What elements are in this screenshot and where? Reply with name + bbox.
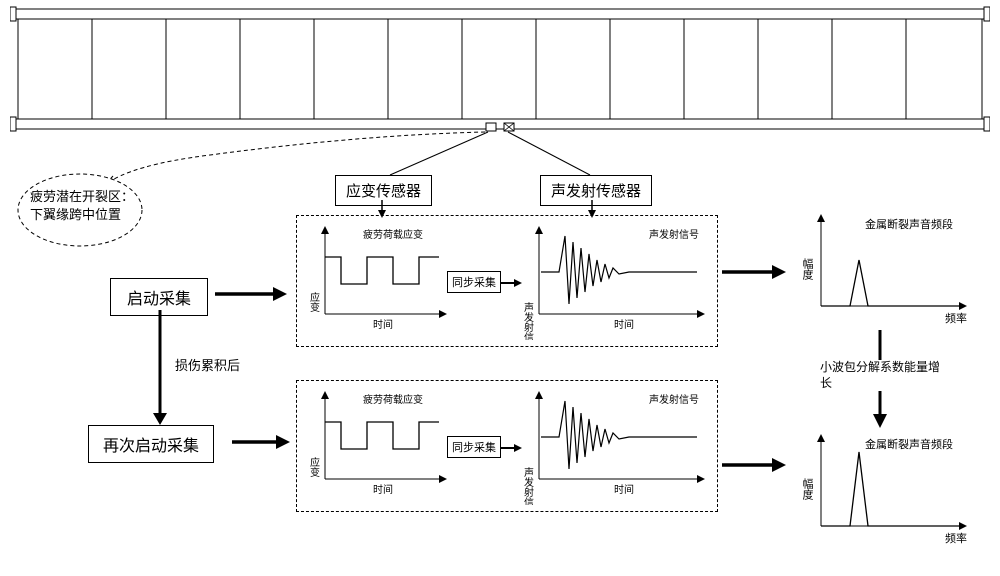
sync-box-2: 同步采集 bbox=[447, 436, 501, 458]
svg-text:金属断裂声音频段: 金属断裂声音频段 bbox=[865, 437, 953, 451]
arrow-start-panel bbox=[215, 284, 295, 304]
beam-diagram bbox=[10, 5, 990, 140]
svg-text:疲劳荷载应变: 疲劳荷载应变 bbox=[363, 393, 423, 406]
svg-text:声发射信号: 声发射信号 bbox=[522, 466, 534, 505]
signal-panel-2: 疲劳荷载应变 时间 应变 同步采集 声发射信号 时间 声发射信号 bbox=[296, 380, 718, 512]
freq-chart-1: 金属断裂声音频段 频率 幅度 bbox=[795, 210, 975, 330]
svg-text:应变: 应变 bbox=[308, 456, 320, 478]
svg-text:声发射信号: 声发射信号 bbox=[649, 228, 699, 241]
svg-text:疲劳荷载应变: 疲劳荷载应变 bbox=[363, 228, 423, 241]
sync-box-1: 同步采集 bbox=[447, 271, 501, 293]
svg-text:频率: 频率 bbox=[945, 531, 967, 545]
svg-text:幅度: 幅度 bbox=[801, 478, 814, 501]
damage-label: 损伤累积后 bbox=[175, 355, 240, 374]
arrow-p1-f1 bbox=[722, 262, 792, 282]
arrow-sensor-panel bbox=[375, 200, 389, 220]
freq-chart-2: 金属断裂声音频段 频率 幅度 bbox=[795, 430, 975, 550]
arrow-ae-panel bbox=[585, 200, 599, 220]
arrow-p2-f2 bbox=[722, 455, 792, 475]
arrow-restart-panel bbox=[232, 432, 297, 452]
svg-text:频率: 频率 bbox=[945, 311, 967, 325]
svg-text:时间: 时间 bbox=[614, 483, 634, 496]
svg-text:时间: 时间 bbox=[373, 483, 393, 496]
svg-text:应变: 应变 bbox=[308, 291, 320, 313]
crack-region-label: 疲劳潜在开裂区：下翼缘跨中位置 bbox=[30, 188, 138, 224]
svg-text:金属断裂声音频段: 金属断裂声音频段 bbox=[865, 217, 953, 231]
svg-text:时间: 时间 bbox=[373, 318, 393, 331]
restart-acq-box: 再次启动采集 bbox=[88, 425, 214, 463]
svg-text:时间: 时间 bbox=[614, 318, 634, 331]
wavelet-note: 小波包分解系数能量增长 bbox=[820, 360, 940, 391]
svg-text:声发射信号: 声发射信号 bbox=[522, 301, 534, 340]
signal-panel-1: 疲劳荷载应变 时间 应变 同步采集 声发射信号 时间 声发射信号 bbox=[296, 215, 718, 347]
svg-text:声发射信号: 声发射信号 bbox=[649, 393, 699, 406]
svg-text:幅度: 幅度 bbox=[801, 258, 814, 281]
